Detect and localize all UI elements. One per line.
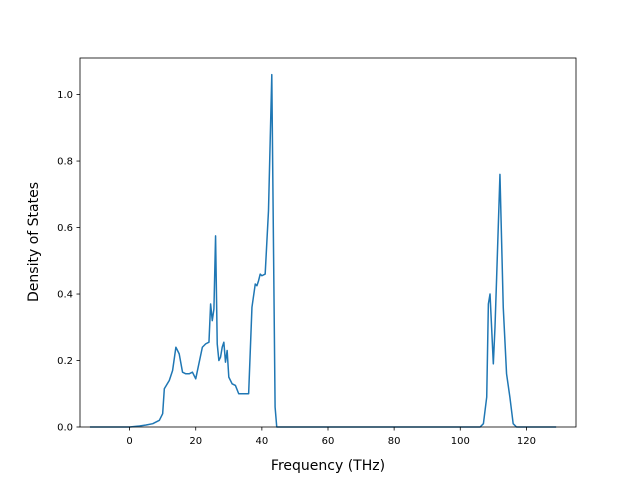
y-tick-label: 0.8 xyxy=(57,157,73,168)
y-tick-label: 0.6 xyxy=(57,223,73,234)
y-tick-label: 0.4 xyxy=(57,290,73,301)
y-tick-label: 0.0 xyxy=(57,423,73,434)
x-tick-label: 0 xyxy=(126,436,132,447)
x-axis: 0 20 40 60 80 100 120 xyxy=(126,427,536,447)
dos-series-line xyxy=(89,73,557,428)
y-axis-label: Density of States xyxy=(26,182,42,302)
x-tick-label: 40 xyxy=(255,436,268,447)
x-tick-label: 100 xyxy=(451,436,470,447)
x-tick-label: 80 xyxy=(388,436,401,447)
x-tick-label: 20 xyxy=(189,436,202,447)
y-axis: 0.0 0.2 0.4 0.6 0.8 1.0 xyxy=(57,90,80,434)
y-tick-label: 1.0 xyxy=(57,90,73,101)
x-tick-label: 60 xyxy=(322,436,335,447)
x-tick-label: 120 xyxy=(517,436,536,447)
plot-area xyxy=(79,57,577,428)
x-axis-label: Frequency (THz) xyxy=(271,458,385,474)
y-tick-label: 0.2 xyxy=(57,356,73,367)
